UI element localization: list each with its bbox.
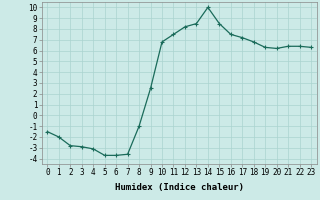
- X-axis label: Humidex (Indice chaleur): Humidex (Indice chaleur): [115, 183, 244, 192]
